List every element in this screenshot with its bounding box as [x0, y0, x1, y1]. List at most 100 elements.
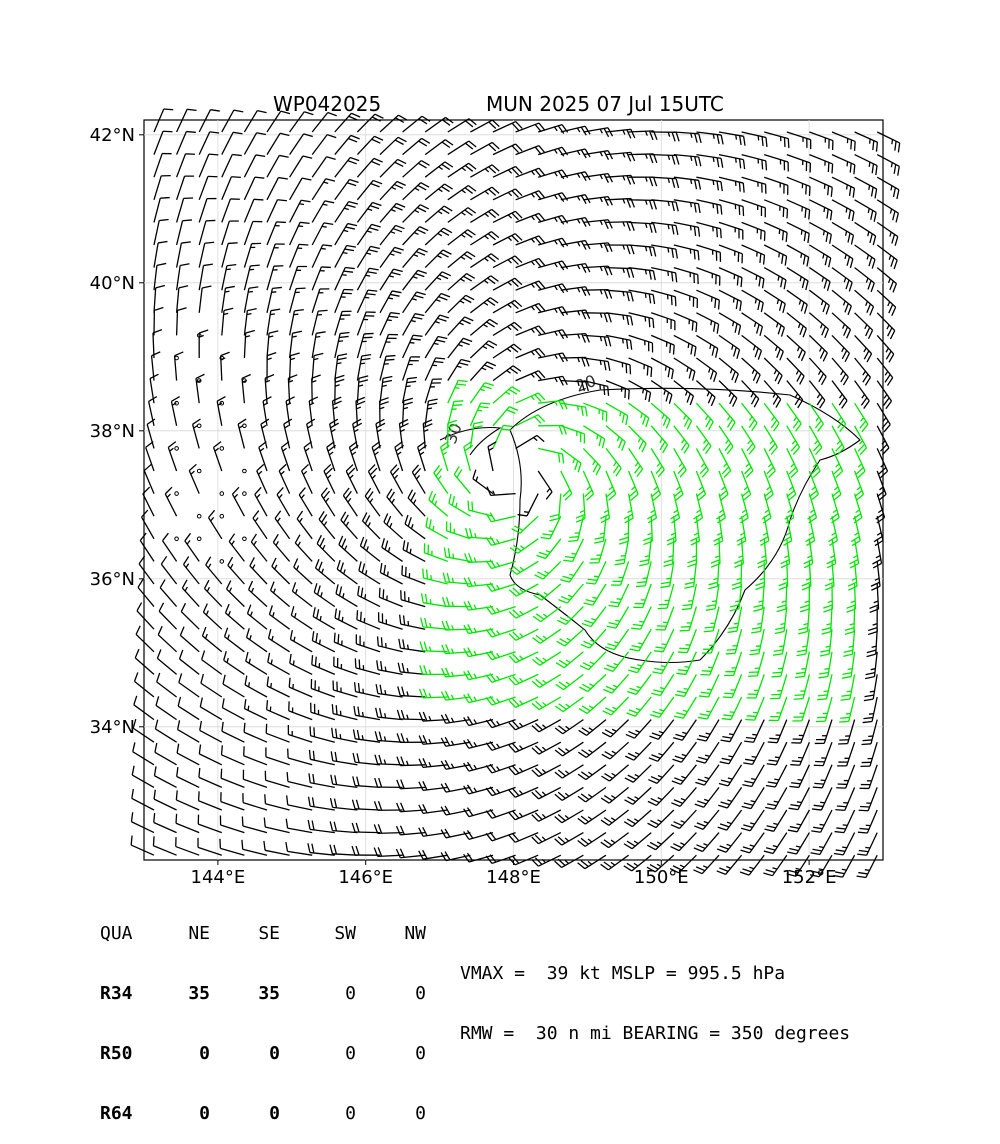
wind-barb [809, 381, 824, 409]
wind-barb [267, 677, 289, 697]
wind-barb [764, 155, 788, 172]
wind-barb [558, 584, 583, 603]
wind-barb [580, 652, 606, 670]
wind-barb [672, 742, 696, 762]
wind-barb [555, 855, 584, 867]
wind-barb [242, 840, 267, 855]
wind-barb [550, 494, 561, 521]
wind-barb [454, 466, 470, 493]
wind-barb [357, 290, 377, 313]
radii-value: 35 [140, 984, 210, 1004]
wind-barb [624, 810, 651, 827]
wind-barb [290, 630, 312, 652]
wind-barb [839, 697, 854, 722]
wind-barb [399, 419, 408, 448]
wind-barb [858, 810, 877, 833]
wind-barb [448, 208, 476, 223]
wind-barb [555, 765, 583, 778]
wind-barb [152, 352, 161, 381]
wind-barb [648, 787, 674, 805]
wind-barb [199, 791, 222, 810]
wind-barb [403, 540, 425, 561]
wind-barb [719, 313, 741, 335]
wind-barb [176, 837, 199, 855]
wind-barb [742, 245, 765, 265]
wind-barb [176, 814, 199, 833]
wind-barb [788, 810, 810, 832]
radii-value: 0 [356, 1044, 426, 1064]
wind-barb [161, 556, 176, 584]
wind-barb [601, 810, 629, 825]
wind-barb [171, 397, 179, 426]
wind-barb [267, 200, 287, 223]
wind-barb [177, 176, 194, 200]
wind-barb [834, 833, 855, 855]
wind-barb [538, 147, 567, 156]
wind-barb [816, 697, 832, 722]
wind-barb [877, 381, 891, 409]
wind-barb [719, 381, 737, 407]
wind-barbs [131, 109, 900, 878]
wind-barb [464, 601, 493, 610]
wind-barb [851, 516, 860, 545]
wind-barb [380, 115, 407, 132]
wind-barb [357, 136, 383, 154]
wind-barb [419, 850, 448, 859]
wind-barb [289, 678, 312, 697]
wind-barb [555, 810, 584, 823]
wind-barb [787, 381, 803, 408]
wind-barb [288, 725, 312, 742]
wind-barb [448, 317, 474, 335]
wind-barb [290, 244, 309, 267]
wind-barb [832, 403, 846, 431]
wind-barb [184, 557, 200, 584]
wind-barb [341, 512, 358, 539]
wind-barb [222, 698, 244, 719]
wind-barb [857, 833, 877, 856]
wind-barb [155, 720, 176, 743]
wind-barb [154, 766, 176, 787]
wind-barb [464, 442, 473, 471]
wind-barb [312, 157, 335, 177]
wind-barb [860, 742, 877, 766]
radii-header-qua: QUA [100, 924, 140, 944]
wind-barb [334, 633, 357, 652]
wind-barb [742, 448, 753, 477]
wind-barb [244, 221, 262, 245]
wind-barb [357, 158, 382, 177]
wind-barb [470, 165, 499, 177]
wind-barb [630, 629, 652, 651]
wind-barb [380, 313, 400, 336]
y-tick-label: 38°N [90, 421, 135, 442]
wind-barb [290, 178, 312, 200]
wind-barb [157, 673, 177, 697]
wind-barb [403, 292, 426, 313]
wind-barb [658, 584, 674, 609]
wind-barb [154, 154, 172, 178]
wind-barb [764, 245, 786, 266]
y-tick-label: 36°N [90, 569, 135, 590]
wind-barb [408, 490, 425, 517]
wind-barb [363, 512, 380, 538]
y-tick-label: 34°N [90, 717, 135, 738]
wind-barb [742, 765, 764, 787]
wind-barb [222, 308, 233, 335]
wind-barb [199, 199, 216, 223]
wind-barb [357, 312, 375, 335]
wind-barb [380, 334, 398, 358]
wind-barb [674, 313, 697, 332]
wind-barb [787, 290, 807, 313]
wind-barb [855, 222, 876, 245]
wind-barb [199, 744, 221, 764]
y-tick-label: 42°N [90, 125, 135, 146]
wind-barb [693, 855, 719, 873]
wind-barb [227, 581, 245, 607]
wind-barb [874, 516, 883, 545]
x-tick-label: 150°E [634, 867, 689, 888]
wind-barb [448, 252, 475, 268]
wind-barb [671, 833, 697, 851]
wind-barb [809, 268, 830, 291]
wind-barb [335, 333, 350, 358]
wind-barb [606, 403, 628, 425]
wind-barb [516, 435, 545, 448]
